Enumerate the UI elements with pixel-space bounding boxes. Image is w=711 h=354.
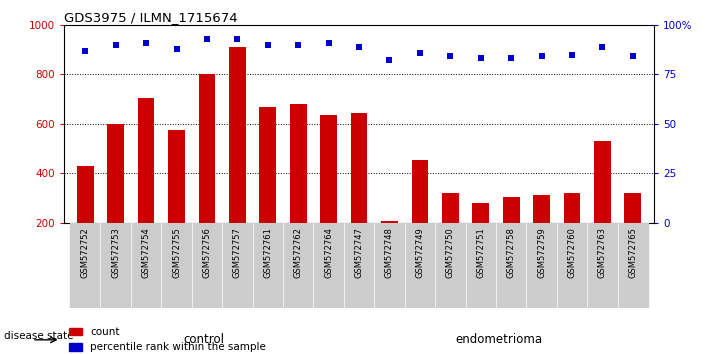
- Bar: [252, 223, 283, 308]
- Bar: [618, 223, 648, 308]
- Text: GDS3975 / ILMN_1715674: GDS3975 / ILMN_1715674: [64, 11, 237, 24]
- Bar: [351, 113, 368, 273]
- Text: endometrioma: endometrioma: [456, 333, 542, 346]
- Text: GSM572762: GSM572762: [294, 227, 303, 278]
- Point: [262, 42, 274, 47]
- Text: GSM572756: GSM572756: [203, 227, 211, 278]
- Bar: [314, 223, 344, 308]
- Text: GSM572755: GSM572755: [172, 227, 181, 278]
- Point: [323, 40, 334, 45]
- Bar: [435, 223, 466, 308]
- Legend: count, percentile rank within the sample: count, percentile rank within the sample: [69, 327, 266, 352]
- Bar: [222, 223, 252, 308]
- Bar: [192, 223, 222, 308]
- Point: [536, 54, 547, 59]
- Point: [171, 46, 182, 51]
- Text: GSM572763: GSM572763: [598, 227, 607, 278]
- Bar: [624, 193, 641, 273]
- Point: [415, 50, 426, 55]
- Text: GSM572759: GSM572759: [537, 227, 546, 278]
- Bar: [260, 107, 276, 273]
- Point: [566, 52, 577, 57]
- Bar: [374, 223, 405, 308]
- Bar: [138, 98, 154, 273]
- Text: GSM572752: GSM572752: [81, 227, 90, 278]
- Point: [292, 42, 304, 47]
- Bar: [587, 223, 618, 308]
- Text: GSM572749: GSM572749: [415, 227, 424, 278]
- Text: GSM572751: GSM572751: [476, 227, 485, 278]
- Point: [384, 58, 395, 63]
- Point: [627, 54, 638, 59]
- Bar: [503, 197, 520, 273]
- Text: control: control: [183, 333, 225, 346]
- Point: [141, 40, 152, 45]
- Text: GSM572753: GSM572753: [111, 227, 120, 278]
- Bar: [533, 195, 550, 273]
- Bar: [564, 193, 580, 273]
- Text: disease state: disease state: [4, 331, 73, 341]
- Text: GSM572765: GSM572765: [629, 227, 637, 278]
- Bar: [557, 223, 587, 308]
- Point: [475, 56, 486, 61]
- Bar: [320, 115, 337, 273]
- Bar: [290, 104, 306, 273]
- Text: GSM572764: GSM572764: [324, 227, 333, 278]
- Text: GSM572750: GSM572750: [446, 227, 455, 278]
- Bar: [283, 223, 314, 308]
- Bar: [405, 223, 435, 308]
- Bar: [344, 223, 374, 308]
- Point: [506, 56, 517, 61]
- Point: [110, 42, 122, 47]
- Bar: [70, 223, 100, 308]
- Bar: [169, 130, 185, 273]
- Bar: [594, 141, 611, 273]
- Text: GSM572754: GSM572754: [141, 227, 151, 278]
- Bar: [161, 223, 192, 308]
- Text: GSM572747: GSM572747: [355, 227, 363, 278]
- Text: GSM572748: GSM572748: [385, 227, 394, 278]
- Bar: [466, 223, 496, 308]
- Text: GSM572757: GSM572757: [233, 227, 242, 278]
- Bar: [77, 166, 94, 273]
- Point: [201, 36, 213, 41]
- Bar: [229, 47, 246, 273]
- Bar: [472, 203, 489, 273]
- Text: GSM572758: GSM572758: [507, 227, 515, 278]
- Bar: [107, 124, 124, 273]
- Bar: [198, 74, 215, 273]
- Point: [232, 36, 243, 41]
- Bar: [381, 221, 398, 273]
- Text: GSM572761: GSM572761: [263, 227, 272, 278]
- Bar: [496, 223, 526, 308]
- Point: [597, 44, 608, 50]
- Point: [444, 54, 456, 59]
- Bar: [526, 223, 557, 308]
- Bar: [100, 223, 131, 308]
- Point: [353, 44, 365, 50]
- Bar: [131, 223, 161, 308]
- Point: [80, 48, 91, 53]
- Bar: [442, 193, 459, 273]
- Text: GSM572760: GSM572760: [567, 227, 577, 278]
- Bar: [412, 160, 428, 273]
